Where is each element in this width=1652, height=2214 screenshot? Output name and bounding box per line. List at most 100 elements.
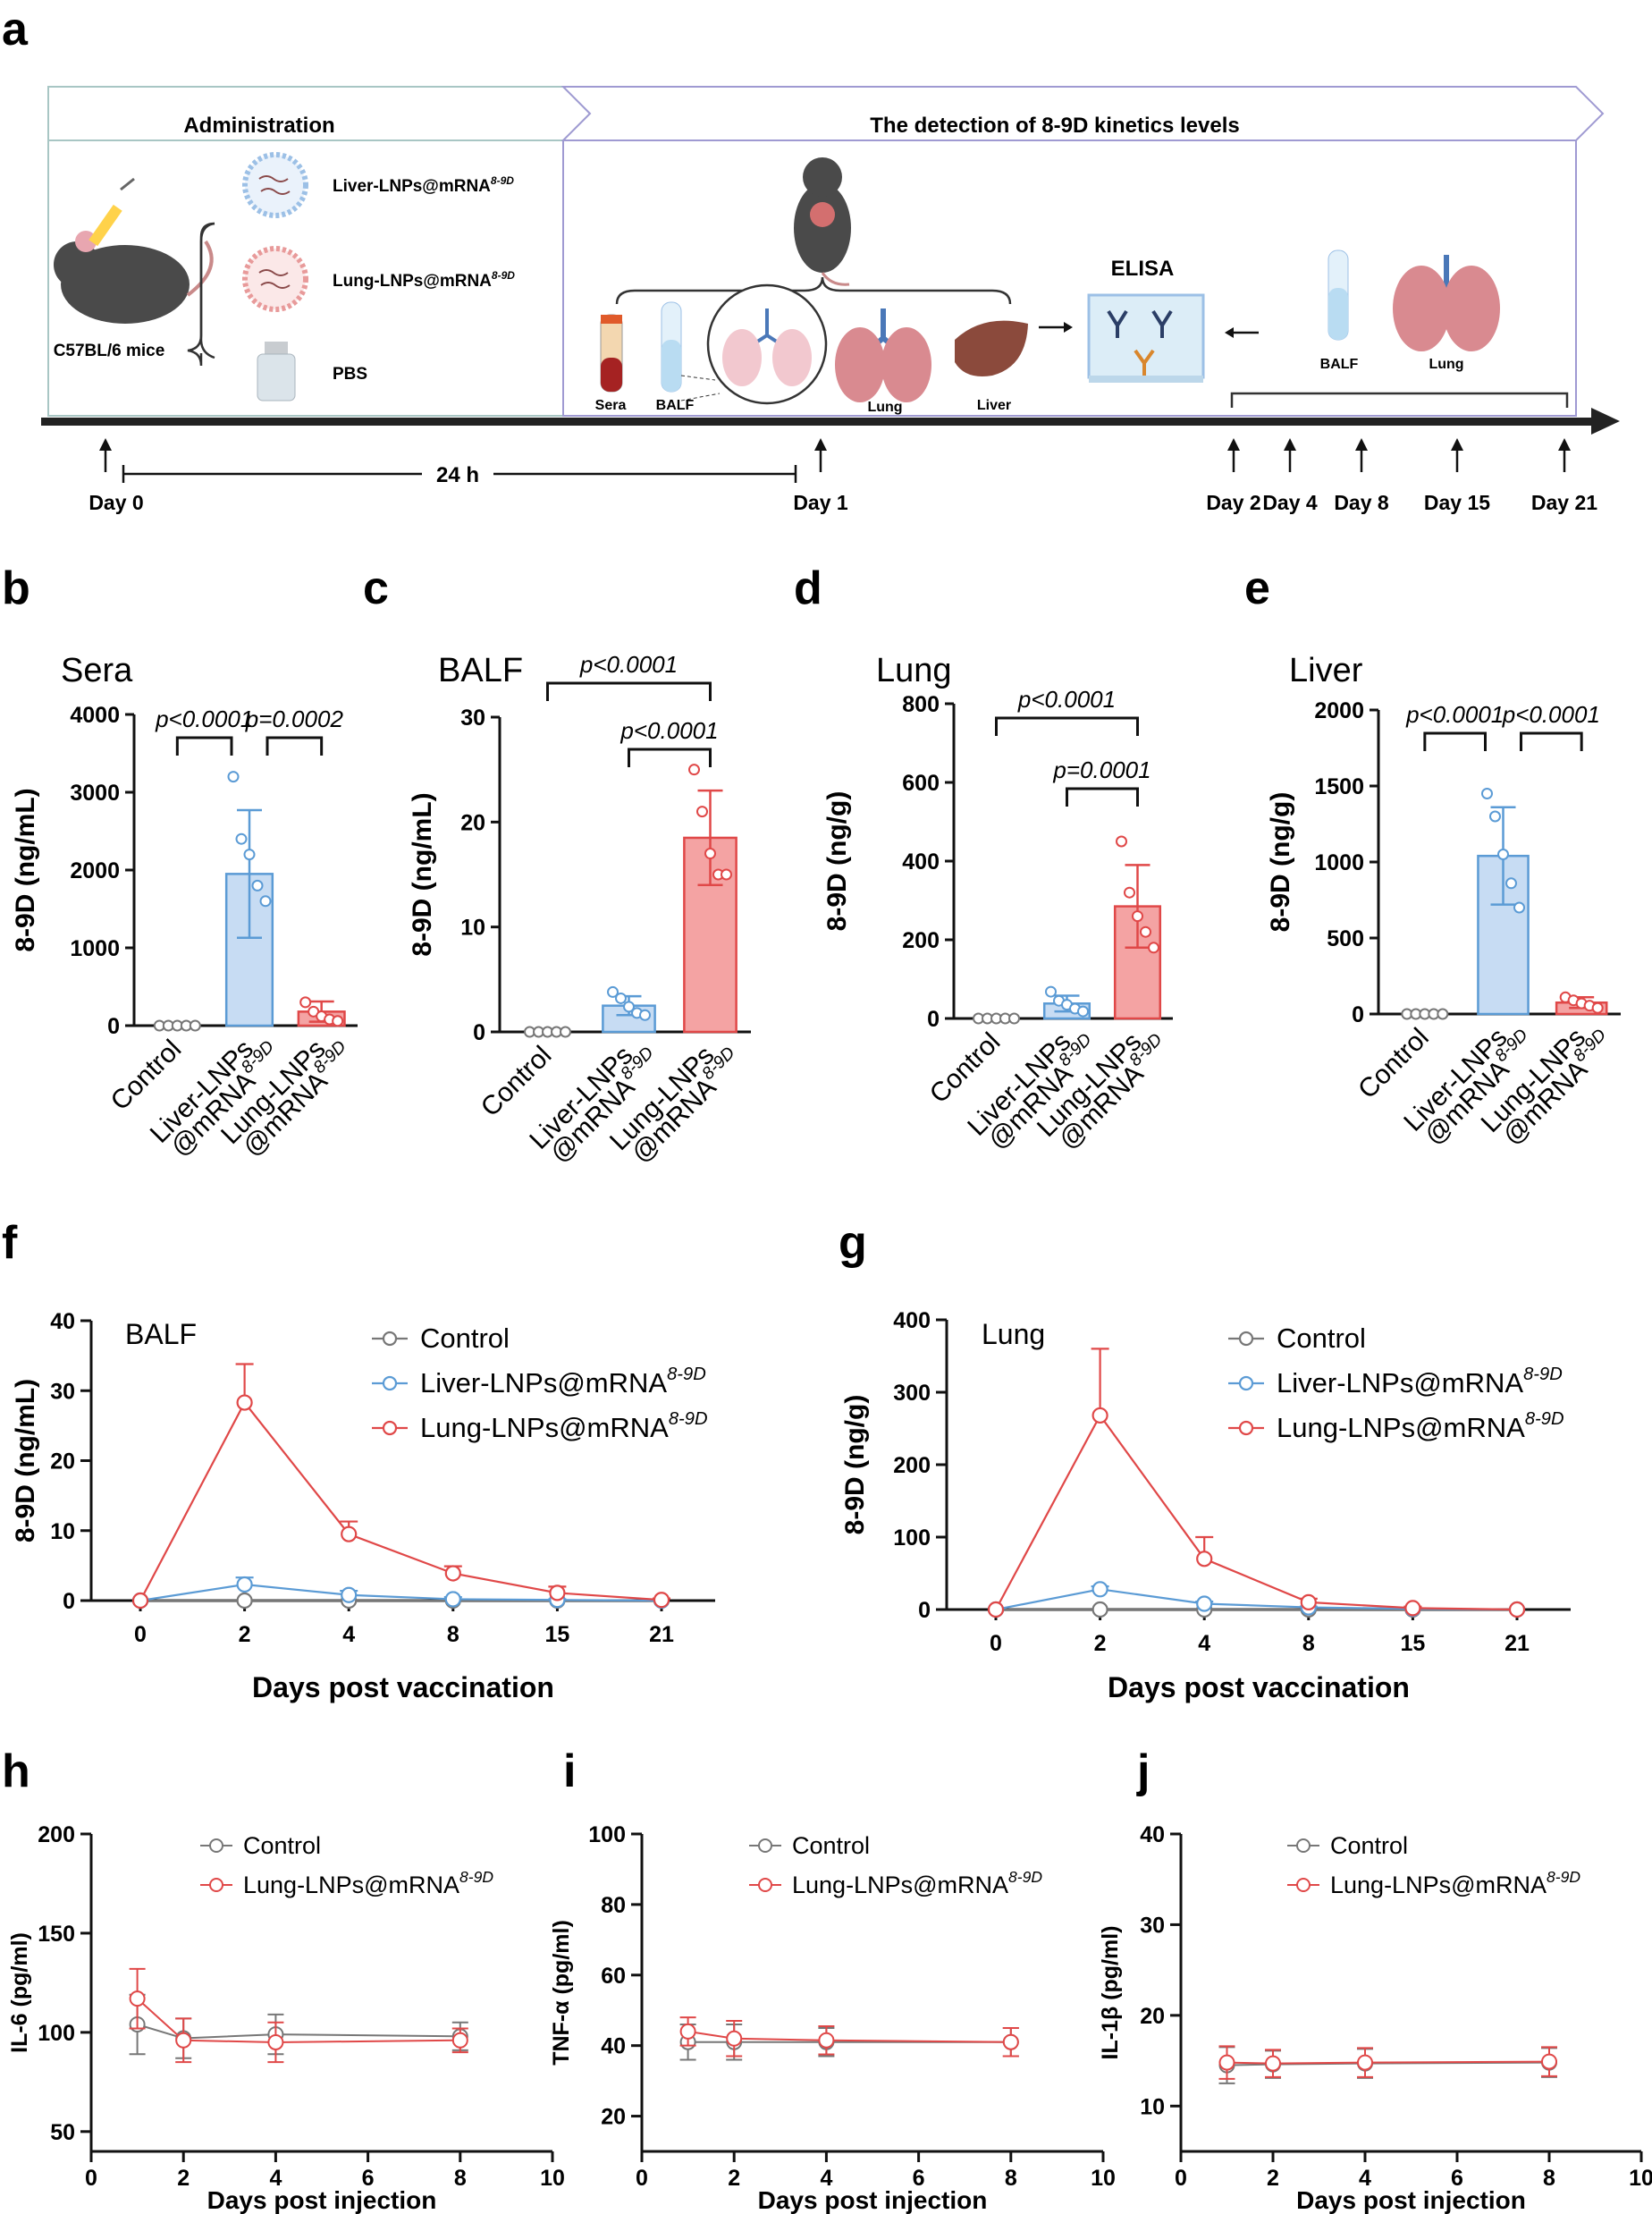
y-tick-label: 0 (63, 1589, 75, 1614)
chart-h: 50 100 150 200 0 2 4 6 8 10 IL-6 (pg/ml) Days post … (7, 1822, 565, 2214)
p-value-label: p<0.0001 (155, 706, 253, 732)
chart-title: Lung (876, 652, 952, 689)
data-point (299, 996, 312, 1009)
p-value-label: p<0.0001 (579, 651, 678, 678)
liver-organ-icon (955, 320, 1028, 376)
balf-tube-2-icon (1328, 249, 1349, 341)
lung-label: Lung (867, 400, 902, 415)
chart-title: Sera (61, 652, 133, 689)
x-tick-label: 0 (134, 1622, 147, 1647)
data-point (818, 2032, 835, 2049)
day-arrow-head (1451, 438, 1463, 451)
y-axis-label: TNF-α (pg/ml) (549, 1920, 574, 2066)
data-point (236, 1576, 253, 1593)
arrow-left-icon (1225, 327, 1259, 338)
day-arrow-head (1355, 438, 1368, 451)
y-axis-label: IL-1β (pg/ml) (1098, 1926, 1123, 2060)
chart-title: BALF (438, 652, 523, 689)
series-line (137, 2024, 460, 2040)
label-base: Lung-LNPs@mRNA (1277, 1412, 1525, 1443)
y-tick-label: 600 (902, 771, 940, 796)
chart-g: Lung 0 100 200 300 400 0 2 4 8 15 21 8-9D (ng/g) Days… (840, 1308, 1571, 1703)
x-tick-label: 8 (1302, 1631, 1315, 1656)
y-tick-label: 0 (927, 1007, 940, 1032)
sampling-bracket (1230, 392, 1569, 408)
data-point (696, 806, 708, 818)
legend-label: Lung-LNPs@mRNA8-9D (1330, 1868, 1580, 1898)
x-tick-label: 8 (447, 1622, 459, 1647)
chart-title: Lung (982, 1318, 1045, 1350)
data-point (1357, 2054, 1373, 2071)
y-tick-label: 400 (902, 849, 940, 875)
data-point (1132, 910, 1143, 923)
legend-marker (758, 1878, 772, 1892)
x-tick-label: 6 (362, 2166, 375, 2191)
panel-letter-h: h (2, 1745, 30, 1797)
legend-marker (1296, 1878, 1311, 1892)
p-value-label: p=0.0001 (1052, 756, 1150, 783)
data-point (1437, 1008, 1449, 1020)
x-tick-label: 2 (1267, 2166, 1279, 2191)
y-tick-label: 500 (1327, 926, 1364, 951)
y-tick-label: 2000 (70, 858, 120, 883)
data-point (1002, 2033, 1019, 2050)
p-value-label: p<0.0001 (1405, 701, 1504, 728)
timeline-arrowhead (1591, 408, 1620, 435)
data-point (688, 764, 700, 776)
timeline-bar (41, 418, 1598, 426)
significance-bracket (266, 736, 324, 756)
x-tick-label: 8 (454, 2166, 467, 2191)
data-point (1148, 942, 1159, 954)
significance-bracket (628, 748, 712, 767)
pbs-label: PBS (333, 365, 367, 384)
x-tick-label: 2 (728, 2166, 740, 2191)
x-tick-label: 0 (990, 1631, 1002, 1656)
chart-title: BALF (125, 1318, 197, 1350)
y-axis-label: IL-6 (pg/ml) (7, 1932, 32, 2053)
y-axis-label: 8-9D (ng/mL) (408, 792, 437, 956)
y-tick-label: 30 (50, 1379, 75, 1404)
legend-marker (1238, 1420, 1254, 1436)
x-tick-label: 4 (1198, 1631, 1210, 1656)
y-axis-label: 8-9D (ng/g) (840, 1395, 870, 1535)
series-line (995, 1413, 1518, 1611)
day-arrow-head (814, 438, 827, 451)
label-base: Lung-LNPs@mRNA (792, 1872, 1008, 1898)
legend-marker (209, 1838, 223, 1853)
bar (1477, 854, 1530, 1016)
data-point (1591, 1001, 1604, 1014)
series-line (1226, 2060, 1550, 2065)
data-point (243, 849, 256, 861)
y-tick-label: 300 (893, 1381, 931, 1406)
y-tick-label: 1500 (1314, 774, 1364, 799)
detection-title: The detection of 8-9D kinetics levels (870, 114, 1239, 138)
panel-letter-b: b (2, 562, 30, 614)
brace (187, 222, 215, 367)
data-point (227, 771, 240, 783)
y-tick-label: 0 (918, 1598, 931, 1623)
label-superscript: 8-9D (669, 1409, 708, 1429)
label-superscript: 8-9D (1525, 1409, 1564, 1429)
legend-marker (382, 1375, 398, 1391)
significance-bracket (1423, 731, 1487, 751)
data-point (1196, 1551, 1213, 1568)
p-value-label: p<0.0001 (620, 717, 718, 744)
data-point (639, 1009, 651, 1021)
legend-label: Liver-LNPs@mRNA8-9D (420, 1365, 706, 1399)
x-tick-label: 15 (544, 1622, 569, 1647)
balf-label: BALF (656, 398, 695, 413)
x-tick-label: 8 (1543, 2166, 1555, 2191)
day-arrow-head (1284, 438, 1296, 451)
day-label: Day 8 (1334, 491, 1389, 514)
p-value-label: p<0.0001 (1017, 686, 1116, 713)
y-axis-label: 8-9D (ng/mL) (11, 1379, 40, 1542)
y-tick-label: 10 (460, 916, 485, 941)
lung-zoom-icon (680, 283, 828, 405)
day-label: Day 2 (1206, 491, 1260, 514)
day-arrow-head (1558, 438, 1571, 451)
series-line (1226, 2061, 1550, 2066)
x-tick-label: 2 (239, 1622, 251, 1647)
data-point (1508, 1601, 1526, 1618)
significance-bracket (175, 736, 233, 756)
